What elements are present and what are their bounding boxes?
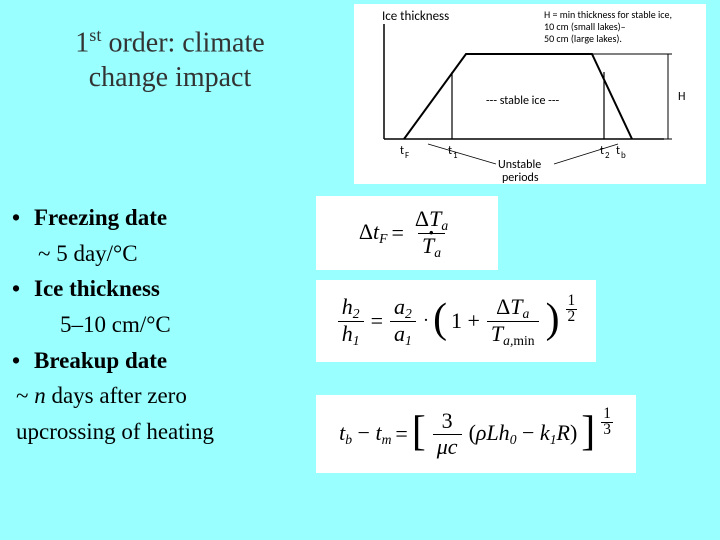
label-H: H [678, 90, 685, 104]
label-unstable: Unstable [498, 158, 541, 172]
bullet-list: • Freezing date ~ 5 day/°C • Ice thickne… [12, 200, 312, 449]
svg-text:F: F [405, 150, 409, 161]
bullet-sub: ~ 5 day/°C [12, 236, 312, 272]
bullet-sub: upcrossing of heating [12, 414, 312, 450]
label-tF: t [400, 144, 404, 158]
note-line3: 50 cm (large lakes). [544, 32, 622, 45]
title-line2: change impact [89, 62, 251, 93]
equation-ice-thickness: h2 h1 = a2 a1 · ( 1 + ΔTa Ta,min ) 12 [316, 280, 596, 362]
label-t2: t [600, 144, 604, 158]
svg-text:2: 2 [605, 150, 610, 161]
label-tb: t [616, 144, 620, 158]
var-n: n [34, 383, 46, 408]
label-ice-thickness: Ice thickness [382, 9, 449, 24]
svg-text:b: b [621, 150, 626, 161]
list-item: • Ice thickness [12, 271, 312, 307]
ice-thickness-diagram: H --- stable ice --- t F t 1 t 2 t b Uns… [354, 4, 706, 184]
bullet-icon: • [12, 200, 34, 236]
bullet-freezing-date: Freezing date [34, 200, 167, 236]
bullet-icon: • [12, 271, 34, 307]
list-item: • Freezing date [12, 200, 312, 236]
text: ~ [16, 383, 34, 408]
title-rest1: order: climate [101, 27, 264, 58]
label-stable-ice: --- stable ice --- [486, 94, 560, 108]
title-sup: st [89, 25, 101, 45]
title-1st: 1 [75, 27, 89, 58]
bullet-sub: ~ n days after zero [12, 378, 312, 414]
equation-freezing-date: ΔtF = ΔTa Ta [316, 196, 498, 270]
bullet-ice-thickness: Ice thickness [34, 271, 160, 307]
bullet-breakup-date: Breakup date [34, 343, 167, 379]
bullet-sub: 5–10 cm/°C [12, 307, 312, 343]
slide-title: 1st order: climate change impact [40, 24, 300, 95]
text: days after zero [46, 383, 187, 408]
bullet-icon: • [12, 343, 34, 379]
list-item: • Breakup date [12, 343, 312, 379]
label-periods: periods [502, 171, 539, 184]
equation-breakup-date: tb − tm = [ 3 μc (ρLh0 − k1R) ] 13 [316, 395, 636, 473]
